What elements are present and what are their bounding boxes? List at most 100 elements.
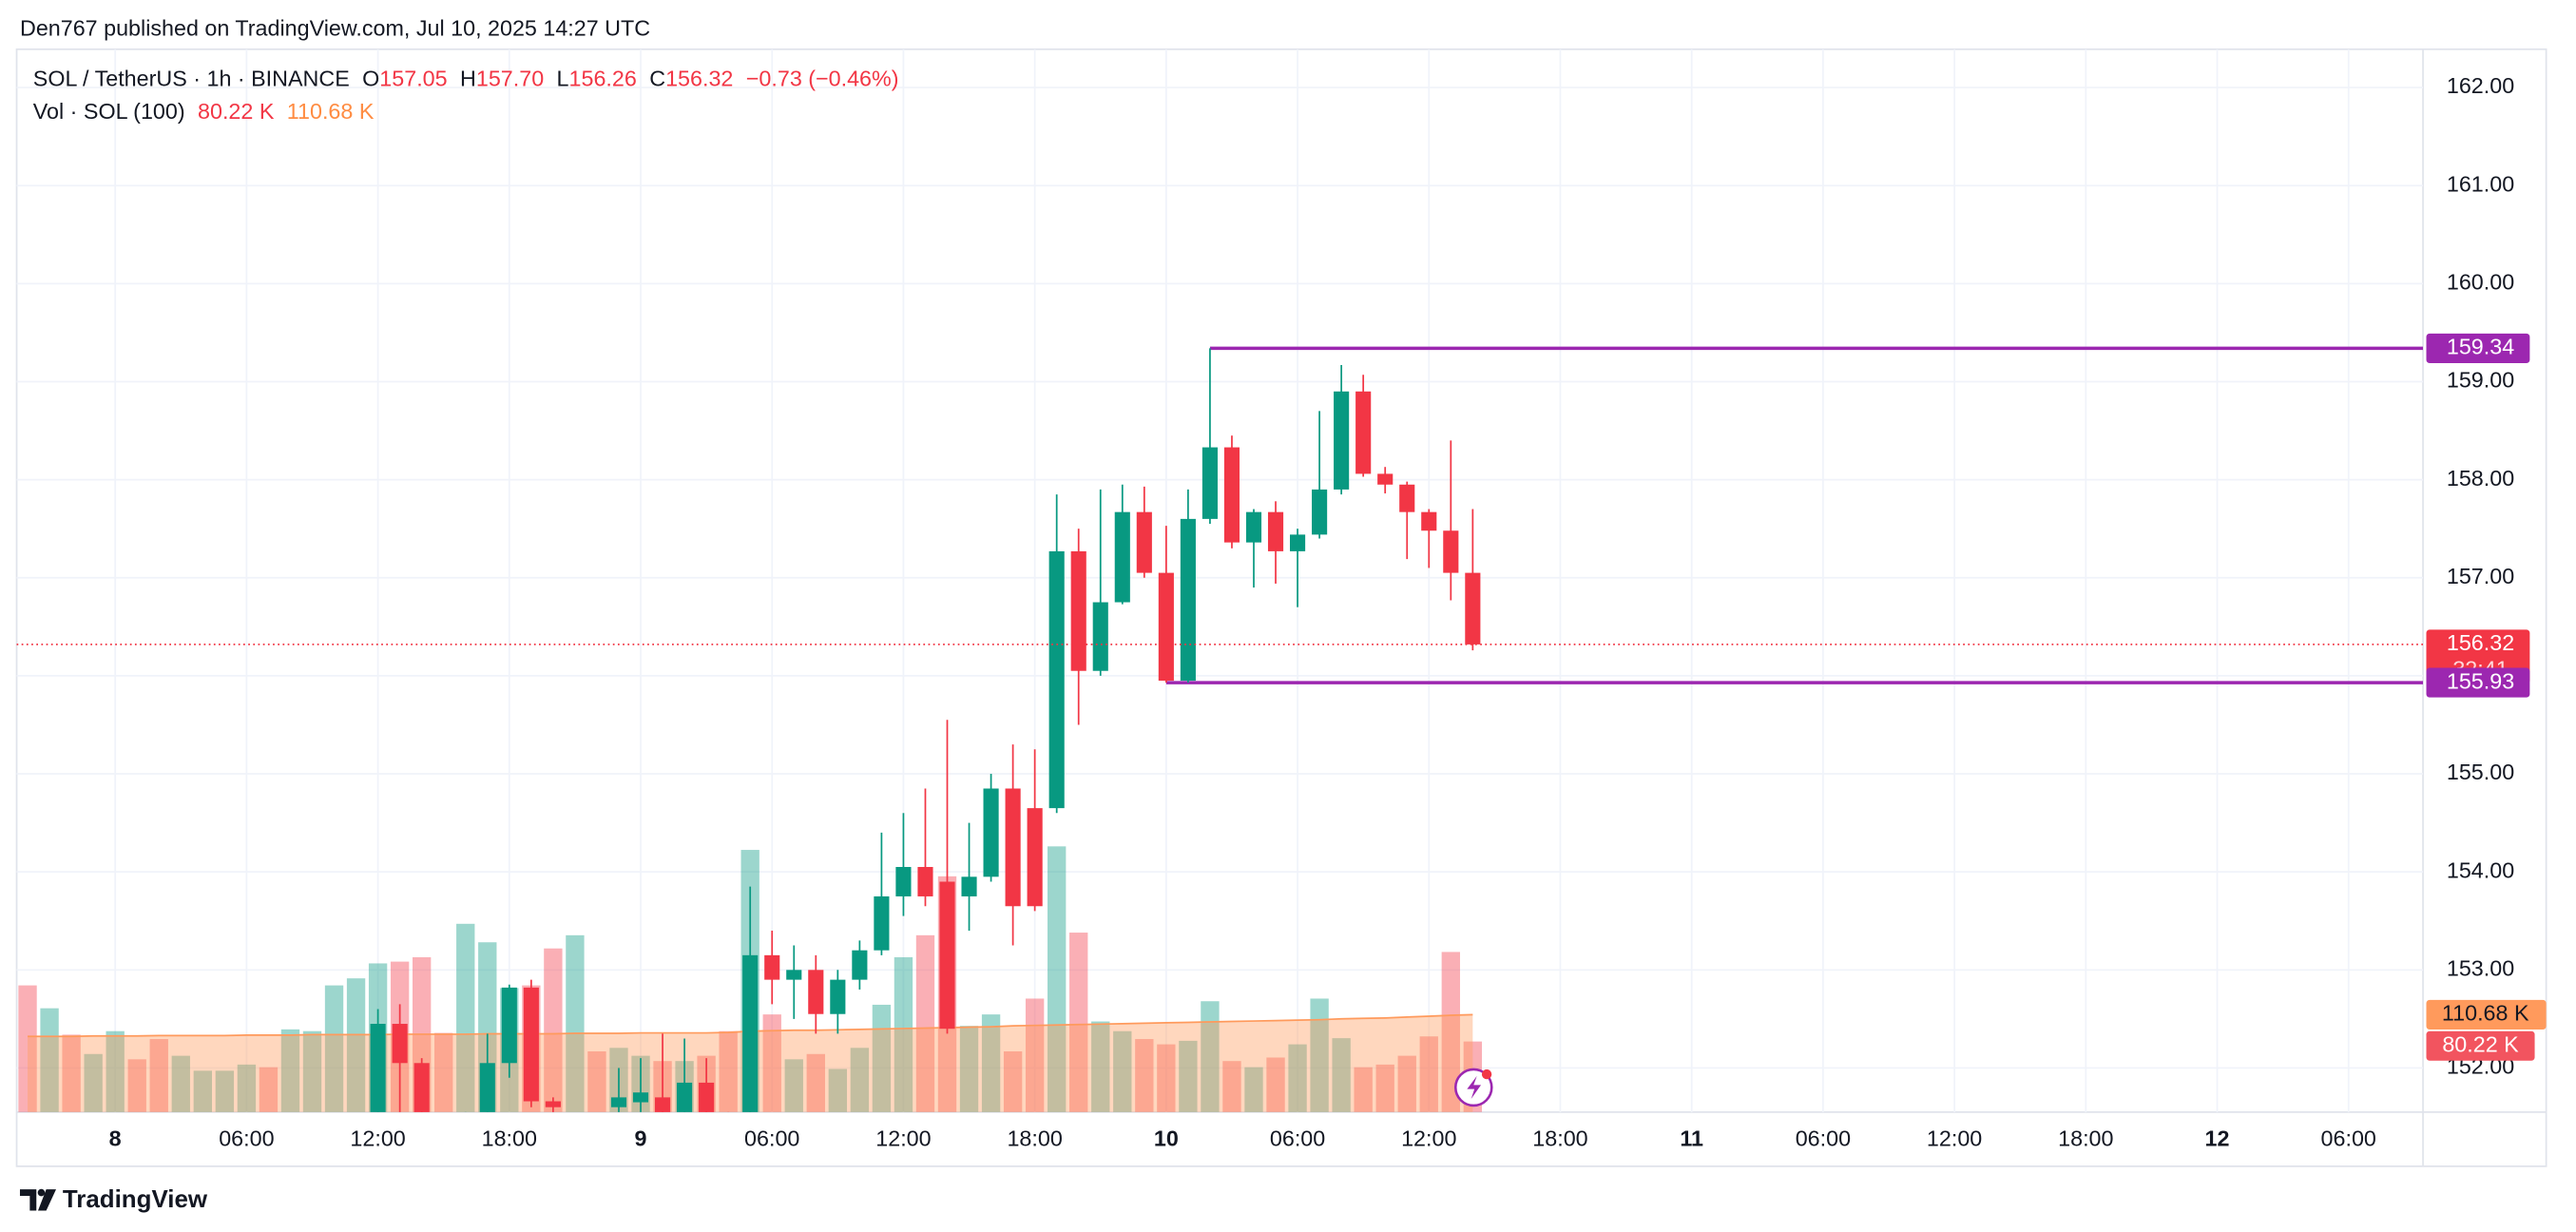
- volume-bar: [1025, 998, 1045, 1112]
- icon-dot[interactable]: [1481, 1068, 1492, 1080]
- candle-body: [1399, 484, 1415, 512]
- volume-bar: [566, 934, 585, 1112]
- legend-key: O: [362, 67, 379, 91]
- volume-bar: [346, 978, 366, 1112]
- volume-ma-label: 110.68 K: [2442, 1001, 2529, 1026]
- candle-body: [1048, 550, 1065, 809]
- volume-bar: [894, 956, 913, 1112]
- legend-symbol: SOL / TetherUS · 1h · BINANCE: [33, 67, 350, 91]
- level-label: 155.93: [2447, 668, 2514, 693]
- chart-frame: [15, 48, 2547, 1167]
- volume-bar: [1288, 1044, 1307, 1112]
- candle-body: [1312, 489, 1328, 535]
- candle-body: [1377, 473, 1394, 485]
- volume-bar: [915, 934, 935, 1112]
- x-tick-label: 12:00: [350, 1126, 405, 1150]
- y-tick-label: 157.00: [2447, 564, 2514, 588]
- candle-body: [1136, 511, 1152, 573]
- replay-icon[interactable]: [1453, 1068, 1493, 1107]
- candle-body: [961, 876, 977, 896]
- logo-part: [37, 1189, 56, 1211]
- candle-body: [852, 950, 868, 980]
- volume-bar: [1135, 1039, 1154, 1112]
- volume-bar: [149, 1039, 168, 1112]
- candle-body: [413, 1063, 430, 1112]
- volume-bar: [1113, 1030, 1132, 1112]
- candle-body: [1334, 391, 1350, 490]
- candle-body: [1027, 808, 1043, 907]
- volume-bar: [850, 1048, 870, 1112]
- grid: [16, 48, 2424, 1112]
- last-price-label: 156.32: [2447, 630, 2514, 655]
- volume-bar: [872, 1004, 892, 1112]
- volume-bar: [1179, 1040, 1198, 1112]
- legend-volume-title: Vol · SOL (100): [33, 99, 185, 124]
- volume-bar: [302, 1030, 322, 1112]
- y-tick-label: 162.00: [2447, 73, 2514, 98]
- candle-body: [699, 1082, 715, 1112]
- candle-body: [830, 979, 846, 1014]
- candle-body: [654, 1097, 671, 1112]
- x-tick-label: 06:00: [1796, 1126, 1851, 1150]
- logo-part: [37, 1188, 46, 1197]
- y-tick-label: 155.00: [2447, 760, 2514, 784]
- y-tick-label: 153.00: [2447, 955, 2514, 980]
- candle-body: [939, 881, 955, 1030]
- legend-value: 156.26: [569, 67, 637, 91]
- volume-bar: [62, 1034, 81, 1112]
- volume-bar: [1310, 998, 1329, 1112]
- volume-bar: [18, 985, 37, 1112]
- candle-body: [1421, 511, 1437, 531]
- level-tag: [2426, 333, 2530, 363]
- y-tick-label: 158.00: [2447, 466, 2514, 491]
- x-tick-label: 12:00: [1927, 1126, 1982, 1150]
- volume-label: 80.22 K: [2442, 1031, 2519, 1056]
- candle-body: [1201, 447, 1218, 519]
- candle-body: [370, 1024, 386, 1112]
- x-tick-label: 18:00: [482, 1126, 537, 1150]
- icon-bolt[interactable]: [1467, 1075, 1482, 1100]
- brand-name: TradingView: [63, 1186, 208, 1213]
- volume-bar: [237, 1064, 257, 1112]
- volume-bar: [127, 1059, 146, 1112]
- candle-body: [1114, 511, 1130, 603]
- candle-body: [632, 1092, 649, 1103]
- x-tick-label: 18:00: [1532, 1126, 1587, 1150]
- legend-main: SOL / TetherUS · 1h · BINANCE O157.05 H1…: [33, 67, 899, 91]
- candle-body: [1005, 788, 1021, 907]
- candle-body: [786, 970, 802, 980]
- candle-body: [1443, 530, 1459, 573]
- volume-bar: [106, 1030, 125, 1112]
- x-tick-label: 8: [109, 1126, 122, 1150]
- volume-bar: [171, 1055, 190, 1112]
- volume-bar: [1441, 952, 1460, 1112]
- candle-body: [983, 788, 999, 877]
- volume-bar: [1069, 933, 1088, 1112]
- legend-key: C: [649, 67, 665, 91]
- volume-bar: [215, 1070, 235, 1112]
- volume-bar: [828, 1068, 848, 1112]
- legend-change: −0.73 (−0.46%): [746, 67, 899, 91]
- volume-bar: [1201, 1001, 1220, 1112]
- volume-bar: [434, 1032, 453, 1112]
- volume-bar: [981, 1014, 1001, 1112]
- candle-body: [1355, 391, 1372, 474]
- candle-body: [1289, 534, 1306, 551]
- x-tick-label: 06:00: [2321, 1126, 2376, 1150]
- volume-bar: [456, 923, 475, 1112]
- candle-body: [874, 895, 890, 951]
- x-tick-label: 9: [635, 1126, 647, 1150]
- x-tick-label: 06:00: [219, 1126, 274, 1150]
- candle-body: [1245, 511, 1262, 543]
- candle-body: [1180, 518, 1196, 682]
- candle-body: [501, 987, 517, 1064]
- volume-bar: [1157, 1044, 1176, 1112]
- x-tick-label: 11: [1680, 1126, 1703, 1150]
- volume-bar: [544, 948, 563, 1112]
- volume-bar: [719, 1030, 738, 1112]
- volume-tag: [2426, 1030, 2535, 1061]
- x-tick-label: 12:00: [1401, 1126, 1456, 1150]
- x-tick-label: 06:00: [744, 1126, 799, 1150]
